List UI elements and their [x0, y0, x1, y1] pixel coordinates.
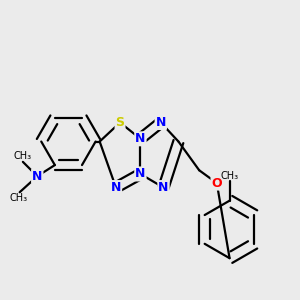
Text: CH₃: CH₃	[220, 171, 238, 181]
Text: O: O	[212, 177, 222, 190]
Text: N: N	[135, 132, 146, 145]
Text: N: N	[135, 167, 146, 181]
Text: CH₃: CH₃	[14, 151, 32, 161]
Text: N: N	[158, 181, 169, 194]
Text: N: N	[156, 116, 166, 129]
Text: N: N	[32, 170, 43, 183]
Text: S: S	[116, 116, 124, 129]
Text: N: N	[111, 181, 121, 194]
Text: CH₃: CH₃	[9, 193, 27, 203]
